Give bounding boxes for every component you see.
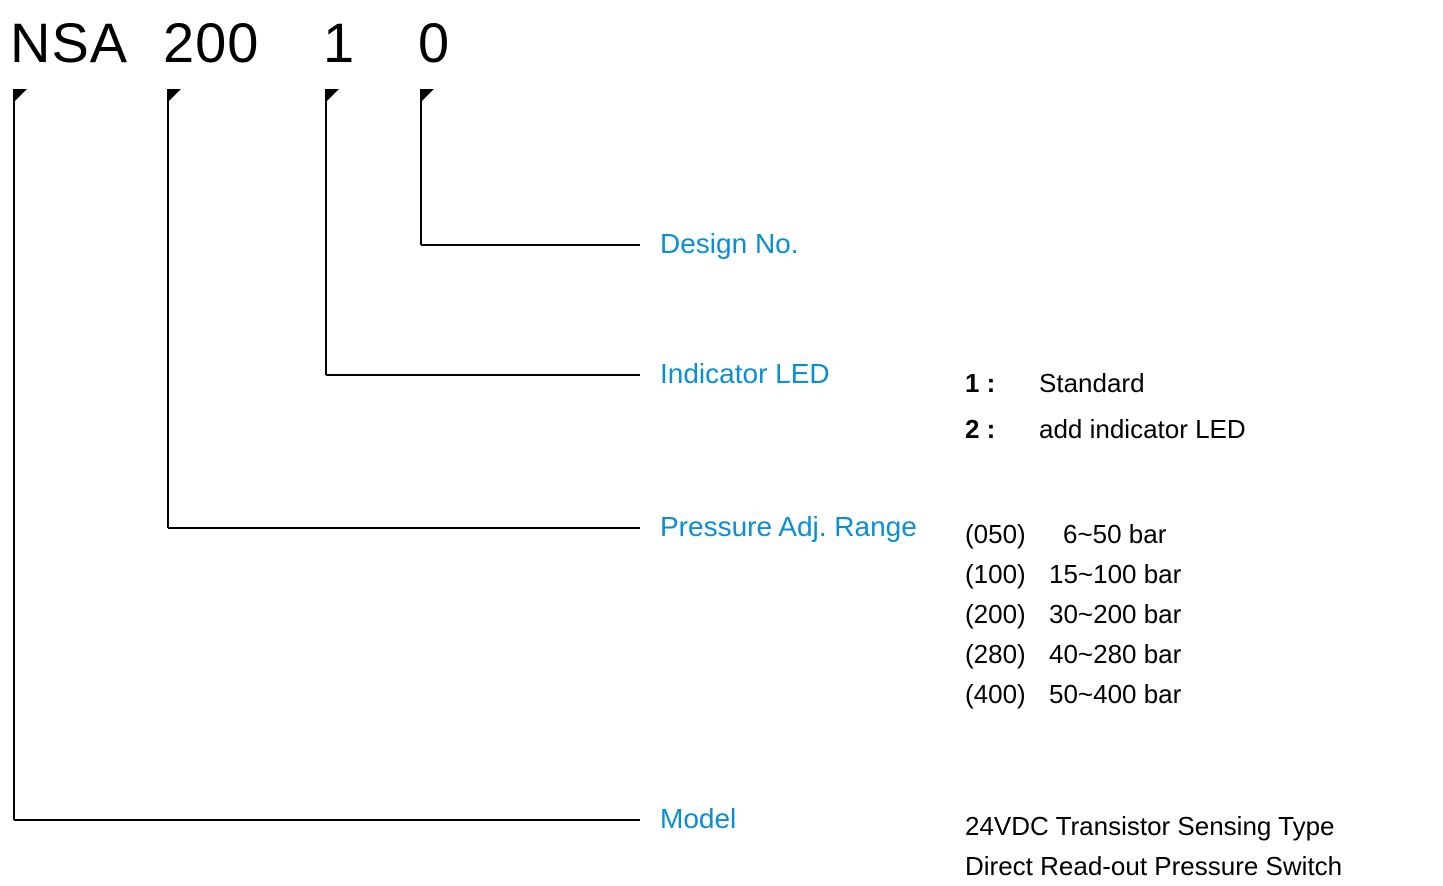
detail-pressure-code: (100) xyxy=(965,554,1049,594)
detail-indicator-text: add indicator LED xyxy=(1039,406,1246,452)
detail-pressure-row: (400)50~400 bar xyxy=(965,674,1181,714)
detail-pressure-text: 6~50 bar xyxy=(1063,514,1166,554)
detail-model-line: Direct Read-out Pressure Switch xyxy=(965,846,1342,886)
detail-pressure-row: (200)30~200 bar xyxy=(965,594,1181,634)
detail-pressure-code: (280) xyxy=(965,634,1049,674)
label-indicator: Indicator LED xyxy=(660,358,830,390)
detail-pressure-text: 40~280 bar xyxy=(1049,634,1181,674)
detail-model-line: 24VDC Transistor Sensing Type xyxy=(965,806,1342,846)
detail-pressure-code: (200) xyxy=(965,594,1049,634)
label-model: Model xyxy=(660,803,736,835)
detail-pressure-code: (050) xyxy=(965,514,1049,554)
detail-pressure-row: (050) 6~50 bar xyxy=(965,514,1181,554)
label-pressure: Pressure Adj. Range xyxy=(660,511,917,543)
detail-indicator-text: Standard xyxy=(1039,360,1145,406)
detail-indicator-row: 1 : Standard xyxy=(965,360,1246,406)
detail-pressure-text: 50~400 bar xyxy=(1049,674,1181,714)
ordering-code-diagram: NSA20010Design No.Indicator LEDPressure … xyxy=(0,0,1443,886)
label-design_no: Design No. xyxy=(660,228,799,260)
detail-indicator-row: 2 : add indicator LED xyxy=(965,406,1246,452)
detail-pressure-row: (100)15~100 bar xyxy=(965,554,1181,594)
detail-pressure: (050)6~50 bar(100)15~100 bar(200)30~200 … xyxy=(965,514,1181,714)
detail-indicator-code: 1 : xyxy=(965,360,1025,406)
detail-model: 24VDC Transistor Sensing TypeDirect Read… xyxy=(965,806,1342,886)
detail-pressure-code: (400) xyxy=(965,674,1049,714)
detail-indicator-code: 2 : xyxy=(965,406,1025,452)
detail-pressure-text: 15~100 bar xyxy=(1049,554,1181,594)
detail-indicator: 1 : Standard 2 : add indicator LED xyxy=(965,360,1246,452)
detail-pressure-row: (280)40~280 bar xyxy=(965,634,1181,674)
detail-pressure-text: 30~200 bar xyxy=(1049,594,1181,634)
